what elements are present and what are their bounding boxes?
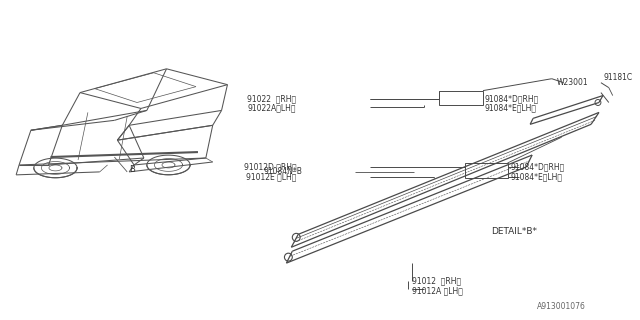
- Text: 91084*D〈RH〉: 91084*D〈RH〉: [485, 94, 539, 103]
- Text: 91084*E〈LH〉: 91084*E〈LH〉: [485, 103, 537, 112]
- Text: A913001076: A913001076: [537, 302, 586, 311]
- Text: B: B: [129, 165, 135, 174]
- Text: 91084*D〈RH〉: 91084*D〈RH〉: [511, 163, 564, 172]
- Text: DETAIL*B*: DETAIL*B*: [491, 227, 537, 236]
- Text: 91084*E〈LH〉: 91084*E〈LH〉: [511, 172, 563, 181]
- Text: 91022  〈RH〉: 91022 〈RH〉: [247, 94, 296, 103]
- Bar: [439, 91, 483, 106]
- Text: 91084N*B: 91084N*B: [263, 167, 302, 176]
- Text: 91181C: 91181C: [604, 73, 633, 82]
- Text: W23001: W23001: [557, 78, 588, 87]
- Text: 91012A 〈LH〉: 91012A 〈LH〉: [412, 286, 463, 295]
- Text: 91012E 〈LH〉: 91012E 〈LH〉: [246, 172, 296, 181]
- Text: 91022A〈LH〉: 91022A〈LH〉: [248, 103, 296, 112]
- Bar: [465, 163, 508, 178]
- Text: 91012D 〈RH〉: 91012D 〈RH〉: [244, 163, 296, 172]
- Text: 91012  〈RH〉: 91012 〈RH〉: [412, 276, 461, 285]
